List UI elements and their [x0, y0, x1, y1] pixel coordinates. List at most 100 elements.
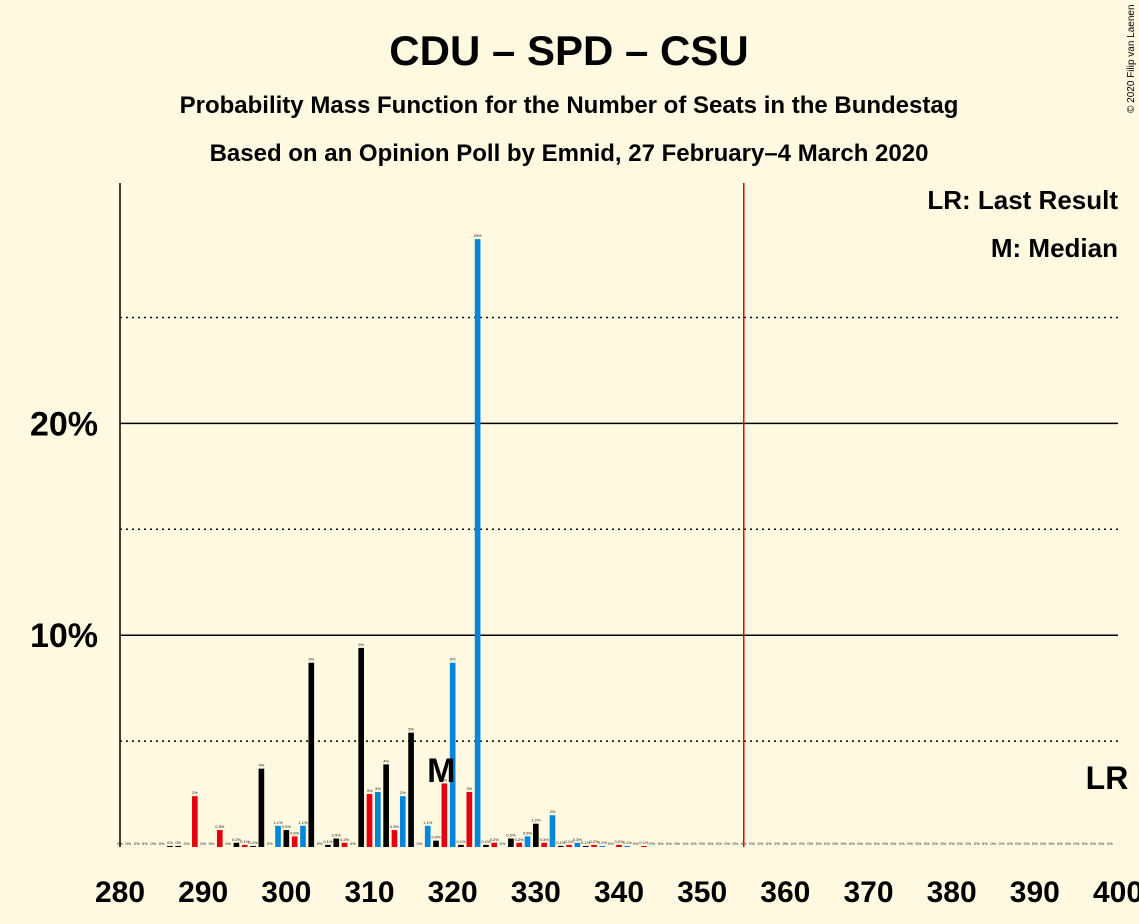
data-label: 0% [799, 841, 805, 846]
data-label: 0% [907, 841, 913, 846]
bar-seat-317 [424, 825, 431, 847]
bar-seat-300 [283, 830, 290, 847]
bar-seat-306 [333, 838, 340, 847]
data-label: 0% [150, 841, 156, 846]
x-tick-label: 360 [760, 876, 810, 909]
bars [167, 239, 647, 847]
data-labels: 0%0%0%0%0%0%0%0%0%2%0%0%0.8%0%0.2%0.1%0.… [117, 233, 1113, 846]
data-label: 0% [633, 841, 639, 846]
data-label: 0% [899, 841, 905, 846]
data-label: 0% [749, 841, 755, 846]
data-label: 3% [441, 777, 447, 782]
bar-seat-313 [391, 830, 398, 847]
bar-seat-292 [216, 830, 223, 847]
x-tick-label: 330 [511, 876, 561, 909]
bar-seat-336 [582, 845, 589, 847]
bar-seat-329 [524, 836, 531, 847]
bar-seat-338 [599, 845, 606, 847]
bar-seat-334 [566, 844, 572, 847]
data-label: 0% [924, 841, 930, 846]
data-label: 3% [466, 786, 472, 791]
data-label: 0.5% [506, 833, 516, 838]
bar-seat-325 [491, 842, 498, 847]
bar-seat-341 [624, 845, 631, 847]
chart-title: CDU – SPD – CSU [389, 27, 748, 74]
y-axis-ticks: 10% 20% [30, 405, 98, 655]
data-label: 1.1% [298, 820, 308, 825]
data-label: 0.3% [540, 837, 550, 842]
data-label: 0% [866, 841, 872, 846]
data-label: 0.1% [556, 840, 566, 845]
data-label: 2% [192, 790, 198, 795]
data-label: 0% [134, 841, 140, 846]
data-label: 0% [974, 841, 980, 846]
bar-seat-301 [291, 836, 298, 847]
data-label: 0% [949, 841, 955, 846]
data-label: 0.2% [589, 839, 599, 844]
data-label: 0.2% [515, 837, 525, 842]
x-tick-label: 350 [677, 876, 727, 909]
data-label: 0% [350, 841, 356, 846]
data-label: 0% [1090, 841, 1096, 846]
grid-lines [120, 316, 1118, 742]
data-label: 0.3% [573, 837, 583, 842]
x-tick-label: 290 [178, 876, 228, 909]
data-label: 0.9% [390, 824, 400, 829]
data-label: 0% [658, 841, 664, 846]
data-label: 0% [1015, 841, 1021, 846]
data-label: 0.1% [639, 840, 649, 845]
data-label: 29% [474, 233, 482, 238]
x-tick-label: 370 [843, 876, 893, 909]
data-label: 0.1% [456, 839, 466, 844]
data-label: 0.4% [431, 835, 441, 840]
data-label: 0% [832, 841, 838, 846]
data-label: 0% [982, 841, 988, 846]
data-label: 0% [159, 841, 165, 846]
bar-seat-302 [300, 825, 306, 847]
data-label: 0% [1049, 841, 1055, 846]
bar-seat-287 [175, 845, 182, 847]
data-label: 0% [766, 841, 772, 846]
chart-subtitle: Probability Mass Function for the Number… [180, 92, 959, 119]
bar-seat-295 [241, 844, 248, 847]
bar-seat-307 [341, 842, 348, 847]
x-axis-ticks: 280 290 300 310 320 330 340 350 360 370 380 390 400 [95, 876, 1139, 909]
data-label: 0% [142, 841, 148, 846]
data-label: 0.2% [614, 839, 624, 844]
bar-seat-330 [533, 823, 539, 847]
data-label: 0% [724, 841, 730, 846]
data-label: 0% [965, 841, 971, 846]
data-label: 0% [999, 841, 1005, 846]
data-label: 1.1% [423, 820, 433, 825]
data-label: 0.9% [282, 824, 292, 829]
data-label: 9% [450, 657, 456, 662]
data-label: 0% [691, 841, 697, 846]
data-label: 0% [683, 841, 689, 846]
bar-seat-322 [466, 791, 473, 847]
data-label: 0% [1007, 841, 1013, 846]
y-tick-label: 10% [30, 617, 98, 655]
data-label: 0.1% [240, 839, 250, 844]
bar-seat-318 [433, 840, 439, 847]
bar-seat-299 [275, 825, 281, 847]
bar-seat-309 [358, 647, 365, 847]
x-tick-label: 380 [927, 876, 977, 909]
bar-seat-320 [449, 662, 456, 847]
bar-seat-323 [474, 239, 481, 847]
data-label: 0% [816, 841, 822, 846]
data-label: 2% [400, 790, 406, 795]
data-label: 0% [774, 841, 780, 846]
data-label: 0% [175, 840, 181, 845]
data-label: 0% [757, 841, 763, 846]
data-label: 0.1% [249, 840, 259, 845]
bar-seat-296 [250, 845, 256, 847]
bar-seat-324 [483, 844, 489, 847]
bar-seat-311 [374, 791, 381, 847]
last-result-marker: LR [1086, 760, 1129, 796]
data-label: 0% [807, 841, 813, 846]
data-label: 0% [791, 841, 797, 846]
bar-seat-331 [541, 842, 547, 847]
data-label: 0% [209, 841, 215, 846]
data-label: 0% [849, 841, 855, 846]
data-label: 0% [167, 840, 173, 845]
